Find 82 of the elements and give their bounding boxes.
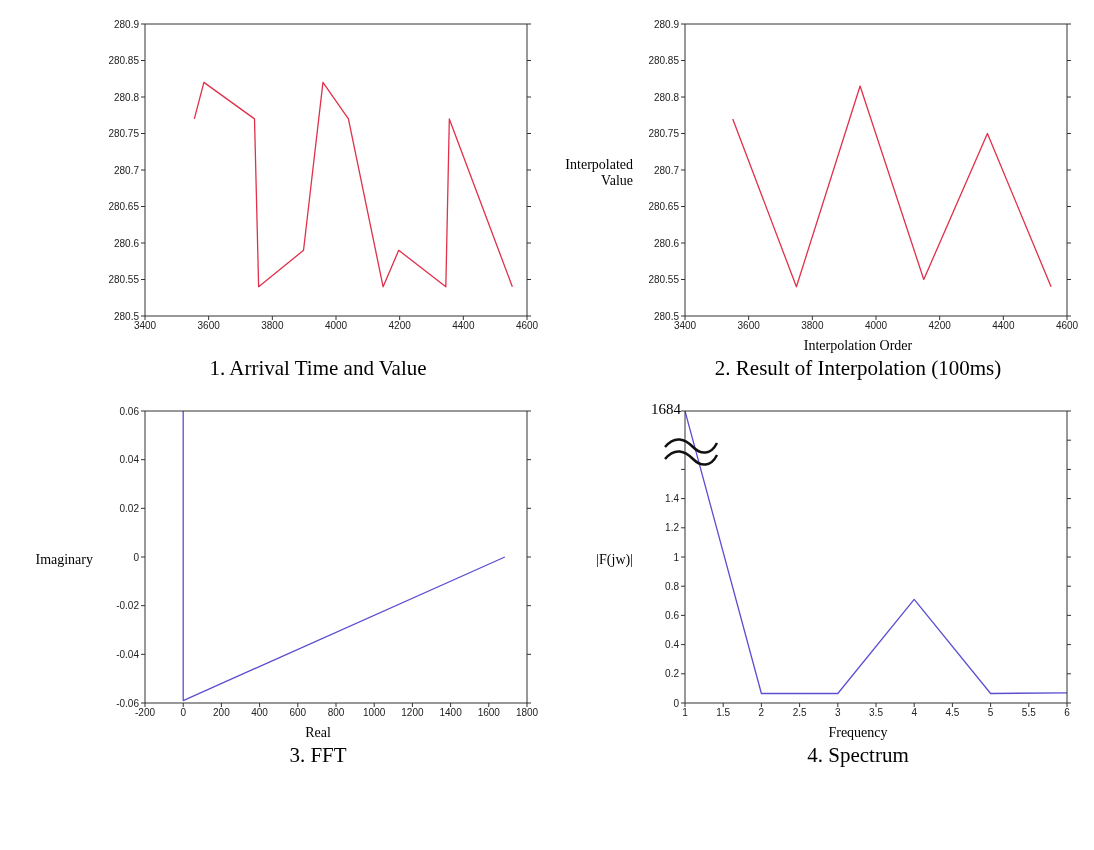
text: 4. Spectrum xyxy=(806,743,910,768)
x-tick-label: 4 xyxy=(911,707,918,719)
y-tick-label: 0.8 xyxy=(665,580,680,592)
x-axis-title: Interpolation Order xyxy=(802,338,914,355)
y-tick-label: 280.5 xyxy=(653,310,680,322)
y-tick-label: 280.7 xyxy=(653,164,680,176)
y-tick-label: 280.6 xyxy=(653,237,680,249)
x-tick-label: 4.5 xyxy=(945,707,960,719)
y-tick-label: 280.65 xyxy=(108,201,140,213)
x-tick-label: 4200 xyxy=(928,320,952,332)
line-series xyxy=(193,81,514,288)
y-tick-label: 280.5 xyxy=(113,310,140,322)
text: 2. Result of Interpolation (100ms) xyxy=(713,356,1003,381)
x-tick-label: 4200 xyxy=(388,320,412,332)
x-tick-label: 600 xyxy=(289,707,307,719)
y-tick-label: 280.75 xyxy=(108,128,140,140)
y-tick-label: 0.4 xyxy=(665,639,680,651)
y-tick-label: -0.02 xyxy=(116,600,140,612)
y-tick-label: 280.55 xyxy=(108,274,140,286)
x-tick-label: 1200 xyxy=(401,707,424,719)
x-tick-label: 0 xyxy=(180,707,187,719)
x-tick-label: 3 xyxy=(835,707,842,719)
y-tick-label: 0.02 xyxy=(119,502,140,514)
y-tick-label: 280.55 xyxy=(648,274,680,286)
text: 3. FFT xyxy=(288,743,348,768)
x-tick-label: 4600 xyxy=(515,320,539,332)
x-tick-label: 4000 xyxy=(324,320,348,332)
y-tick-label: 280.65 xyxy=(648,201,680,213)
y-tick-label: 0.2 xyxy=(665,668,680,680)
y-tick-label: 0.06 xyxy=(119,405,140,417)
y-axis-title: Imaginary xyxy=(34,552,93,568)
x-tick-label: 2 xyxy=(758,707,765,719)
y-tick-label: -0.06 xyxy=(116,697,140,709)
x-tick-label: 400 xyxy=(251,707,269,719)
x-tick-label: 1400 xyxy=(439,707,463,719)
x-tick-label: 2.5 xyxy=(792,707,807,719)
y-tick-label: 0 xyxy=(133,551,140,563)
x-tick-label: 3800 xyxy=(261,320,284,332)
x-tick-label: 1 xyxy=(682,707,689,719)
y-tick-label: 280.85 xyxy=(108,55,140,67)
x-tick-label: 3600 xyxy=(197,320,221,332)
text: 1684 xyxy=(651,401,681,418)
y-tick-label: 280.85 xyxy=(648,55,680,67)
y-axis-title: |F(jw)| xyxy=(595,552,633,568)
y-tick-label: 280.8 xyxy=(653,91,680,103)
text: 1. Arrival Time and Value xyxy=(208,356,428,381)
x-tick-label: 1800 xyxy=(515,707,539,719)
x-axis-title: Real xyxy=(304,725,332,742)
y-tick-label: 280.9 xyxy=(653,18,680,30)
y-axis-title: Interpolated Value xyxy=(564,157,633,189)
x-tick-label: 200 xyxy=(213,707,231,719)
y-tick-label: 280.75 xyxy=(648,128,680,140)
y-tick-label: 1.4 xyxy=(665,493,680,505)
x-tick-label: 1600 xyxy=(477,707,501,719)
y-tick-label: 0.04 xyxy=(119,454,140,466)
x-tick-label: 3400 xyxy=(673,320,697,332)
x-tick-label: 3.5 xyxy=(869,707,884,719)
y-tick-label: 1 xyxy=(673,551,680,563)
x-tick-label: 3800 xyxy=(801,320,824,332)
x-tick-label: 1000 xyxy=(363,707,386,719)
x-tick-label: 4600 xyxy=(1055,320,1079,332)
x-tick-label: 4000 xyxy=(864,320,888,332)
x-tick-label: 3600 xyxy=(737,320,761,332)
x-tick-label: 3400 xyxy=(133,320,157,332)
x-tick-label: -200 xyxy=(134,707,156,719)
x-tick-label: 6 xyxy=(1064,707,1071,719)
y-tick-label: 280.9 xyxy=(113,18,140,30)
y-tick-label: -0.04 xyxy=(116,648,140,660)
x-tick-label: 800 xyxy=(327,707,345,719)
y-tick-label: 280.8 xyxy=(113,91,140,103)
x-axis-title: Frequency xyxy=(827,725,889,742)
x-tick-label: 4400 xyxy=(452,320,475,332)
y-tick-label: 0.6 xyxy=(665,609,680,621)
y-tick-label: 1.2 xyxy=(665,522,680,534)
x-tick-label: 5.5 xyxy=(1021,707,1037,719)
x-tick-label: 4400 xyxy=(992,320,1015,332)
y-tick-label: 280.6 xyxy=(113,237,140,249)
line-series xyxy=(732,85,1052,288)
x-tick-label: 5 xyxy=(987,707,994,719)
y-tick-label: 0 xyxy=(673,697,680,709)
x-tick-label: 1.5 xyxy=(716,707,731,719)
y-tick-label: 280.7 xyxy=(113,164,140,176)
